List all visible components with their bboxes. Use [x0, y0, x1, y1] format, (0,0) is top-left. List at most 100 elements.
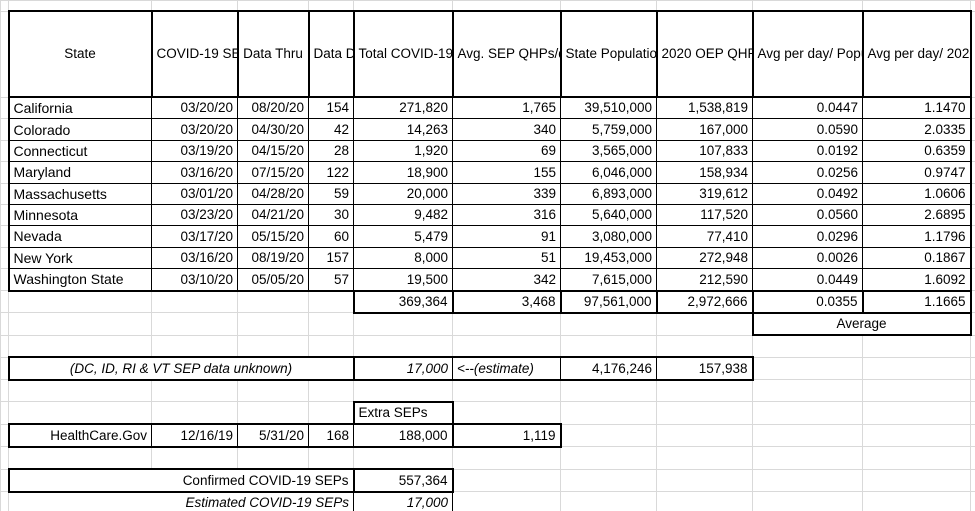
cell-sep-launched[interactable]: 03/20/20 [151, 118, 238, 141]
cell-source[interactable]: HealthCare.Gov [7, 423, 152, 448]
cell-total-seps[interactable]: 271,820 [353, 96, 453, 120]
cell-avg-per-pop-avg[interactable]: 0.0355 [751, 289, 864, 314]
cell-avg-qhps[interactable]: 316 [452, 203, 561, 227]
cell-total-seps[interactable]: 18,900 [353, 161, 453, 184]
col-header-avg-per-day-population[interactable]: Avg per day/ Population x 1,000 [751, 10, 864, 98]
cell-avg-per-pop[interactable]: 0.0026 [752, 246, 863, 270]
confirmed-seps-label[interactable]: Confirmed COVID-19 SEPs [7, 468, 355, 493]
cell-total-seps[interactable]: 9,482 [353, 203, 453, 227]
cell-avg-per-pop[interactable]: 0.0560 [752, 203, 863, 227]
cell-oep-qhps[interactable]: 77,410 [656, 225, 753, 248]
cell-sep-launched[interactable]: 03/19/20 [151, 139, 238, 163]
col-header-sep-launched[interactable]: COVID-19 SEP Launched [150, 10, 239, 98]
cell-oep-qhps[interactable]: 1,538,819 [656, 96, 753, 120]
cell-data-days[interactable]: 30 [308, 203, 354, 227]
col-header-data-days[interactable]: Data Days [307, 10, 355, 98]
col-header-2020-oep-qhps[interactable]: 2020 OEP QHPs [655, 10, 754, 98]
cell-data-days[interactable]: 157 [308, 246, 354, 270]
cell-data-thru[interactable]: 05/15/20 [237, 225, 309, 248]
cell-total-seps[interactable]: 19,500 [353, 268, 453, 292]
cell-population-sum[interactable]: 97,561,000 [559, 289, 658, 314]
cell-estimate-total[interactable]: 17,000 [353, 356, 453, 381]
cell-avg-per-oep[interactable]: 2.0335 [862, 118, 972, 141]
cell-avg-qhps[interactable]: 340 [452, 118, 561, 141]
cell-data-thru[interactable]: 08/19/20 [237, 246, 309, 270]
cell-oep-qhps[interactable]: 319,612 [656, 182, 753, 205]
cell-avg-qhps[interactable]: 1,119 [451, 423, 562, 448]
cell-avg-per-pop[interactable]: 0.0492 [752, 182, 863, 205]
cell-total-seps[interactable]: 8,000 [353, 246, 453, 270]
cell-avg-qhps[interactable]: 69 [452, 139, 561, 163]
cell-oep-qhps[interactable]: 272,948 [656, 246, 753, 270]
cell-avg-qhps[interactable]: 51 [452, 246, 561, 270]
cell-data-days[interactable]: 42 [308, 118, 354, 141]
cell-total-seps[interactable]: 188,000 [353, 423, 454, 448]
cell-data-thru[interactable]: 07/15/20 [237, 161, 309, 184]
cell-avg-per-pop[interactable]: 0.0296 [752, 225, 863, 248]
cell-data-thru[interactable]: 08/20/20 [237, 96, 309, 120]
extra-seps-header[interactable]: Extra SEPs [352, 400, 454, 426]
cell-avg-qhps[interactable]: 155 [452, 161, 561, 184]
cell-avg-per-pop[interactable]: 0.0192 [752, 139, 863, 163]
cell-sep-launched[interactable]: 03/10/20 [151, 268, 238, 292]
cell-data-thru[interactable]: 5/31/20 [237, 423, 309, 448]
cell-data-thru[interactable]: 04/21/20 [237, 203, 309, 227]
cell-avg-per-pop[interactable]: 0.0256 [752, 161, 863, 184]
cell-avg-per-pop[interactable]: 0.0449 [752, 268, 863, 292]
cell-total-seps[interactable]: 20,000 [353, 182, 453, 205]
cell-sep-launched[interactable]: 03/20/20 [151, 96, 238, 120]
cell-population[interactable]: 6,893,000 [560, 182, 657, 205]
estimated-seps-label[interactable]: Estimated COVID-19 SEPs [8, 491, 354, 511]
cell-estimate-population[interactable]: 4,176,246 [560, 356, 657, 381]
col-header-avg-per-day-oep[interactable]: Avg per day/ 2020 OEP x1,000 [861, 10, 972, 98]
cell-data-days[interactable]: 168 [308, 423, 354, 448]
cell-sep-launched[interactable]: 03/23/20 [151, 203, 238, 227]
cell-total-seps[interactable]: 14,263 [353, 118, 453, 141]
cell-population[interactable]: 39,510,000 [560, 96, 657, 120]
cell-avg-per-oep[interactable]: 1.6092 [862, 268, 972, 292]
cell-state[interactable]: Colorado [7, 118, 152, 141]
cell-data-days[interactable]: 28 [308, 139, 354, 163]
cell-population[interactable]: 6,046,000 [560, 161, 657, 184]
cell-avg-qhps[interactable]: 339 [452, 182, 561, 205]
col-header-state[interactable]: State [7, 10, 153, 98]
cell-avg-per-oep[interactable]: 2.6895 [862, 203, 972, 227]
cell-avg-per-oep[interactable]: 1.1470 [862, 96, 972, 120]
average-label[interactable]: Average [751, 311, 972, 337]
cell-avg-per-pop[interactable]: 0.0590 [752, 118, 863, 141]
cell-population[interactable]: 3,080,000 [560, 225, 657, 248]
cell-avg-per-oep[interactable]: 0.9747 [862, 161, 972, 184]
cell-state[interactable]: Massachusetts [7, 182, 152, 205]
cell-data-thru[interactable]: 04/15/20 [237, 139, 309, 163]
cell-sep-launched[interactable]: 03/16/20 [151, 246, 238, 270]
cell-sep-launched[interactable]: 12/16/19 [151, 423, 238, 448]
cell-oep-qhps[interactable]: 158,934 [656, 161, 753, 184]
cell-population[interactable]: 5,640,000 [560, 203, 657, 227]
cell-oep-qhps[interactable]: 212,590 [656, 268, 753, 292]
cell-data-days[interactable]: 59 [308, 182, 354, 205]
cell-data-thru[interactable]: 05/05/20 [237, 268, 309, 292]
cell-data-thru[interactable]: 04/30/20 [237, 118, 309, 141]
cell-oep-qhps[interactable]: 167,000 [656, 118, 753, 141]
cell-total-seps-sum[interactable]: 369,364 [352, 289, 454, 314]
cell-avg-per-oep-avg[interactable]: 1.1665 [861, 289, 972, 314]
cell-avg-per-oep[interactable]: 1.0606 [862, 182, 972, 205]
col-header-state-population[interactable]: State Population [559, 10, 658, 98]
cell-oep-qhps-sum[interactable]: 2,972,666 [655, 289, 754, 314]
cell-total-seps[interactable]: 5,479 [353, 225, 453, 248]
cell-sep-launched[interactable]: 03/01/20 [151, 182, 238, 205]
cell-sep-launched[interactable]: 03/17/20 [151, 225, 238, 248]
estimate-note[interactable]: (DC, ID, RI & VT SEP data unknown) [7, 356, 355, 381]
cell-state[interactable]: Connecticut [7, 139, 152, 163]
cell-population[interactable]: 5,759,000 [560, 118, 657, 141]
cell-estimate-oep[interactable]: 157,938 [656, 356, 754, 381]
cell-population[interactable]: 3,565,000 [560, 139, 657, 163]
cell-avg-per-oep[interactable]: 1.1796 [862, 225, 972, 248]
cell-data-days[interactable]: 154 [308, 96, 354, 120]
cell-population[interactable]: 19,453,000 [560, 246, 657, 270]
estimate-arrow-label[interactable]: <--(estimate) [452, 356, 561, 381]
cell-state[interactable]: Minnesota [7, 203, 152, 227]
estimated-seps-value[interactable]: 17,000 [353, 491, 453, 511]
cell-state[interactable]: California [7, 96, 152, 120]
cell-avg-qhps[interactable]: 91 [452, 225, 561, 248]
